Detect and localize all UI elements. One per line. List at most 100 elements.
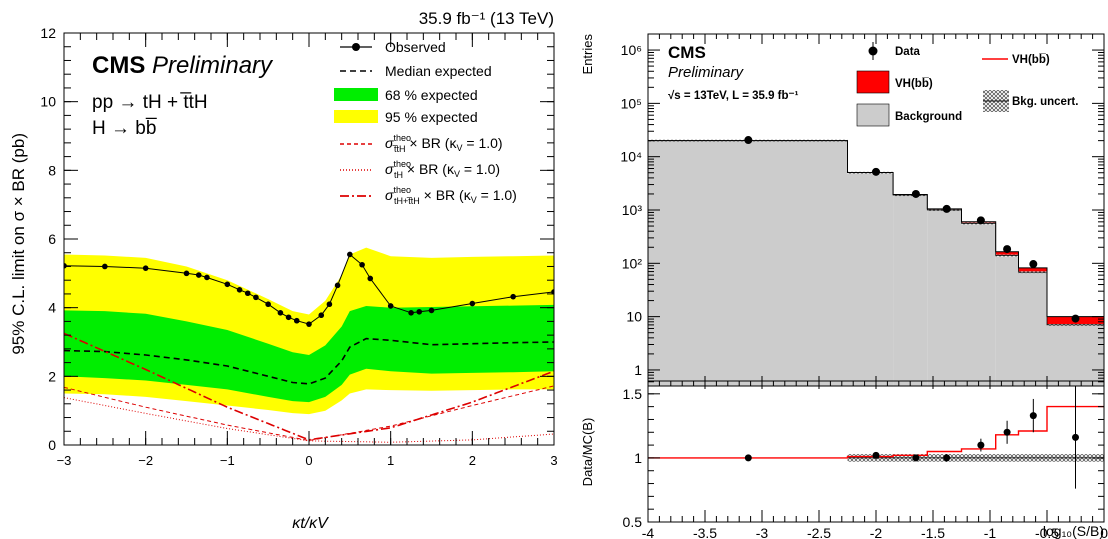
legend-68-swatch	[334, 88, 378, 101]
y-tick-label: 10³	[622, 202, 643, 218]
data-point	[976, 216, 985, 225]
legend-theory-label: σtheo t̅tH × BR (κV = 1.0)	[385, 133, 503, 154]
observed-point	[285, 314, 292, 321]
ratio-x-tick-label: -2	[870, 525, 883, 539]
y-tick-label: 10⁴	[620, 149, 642, 165]
y-tick-label: 6	[48, 231, 56, 247]
ratio-point	[912, 454, 920, 462]
main-plot-area	[648, 136, 1104, 386]
y-axis-title: Entries	[580, 34, 595, 75]
background-bar	[961, 223, 996, 386]
observed-point	[347, 251, 353, 258]
cms-status-text: Preliminary	[145, 52, 274, 79]
y-tick-label: 10	[40, 94, 56, 110]
cms-status: Preliminary	[668, 64, 745, 81]
legend-theory-sigma: σ	[385, 187, 394, 203]
legend-theory-sup: theo	[393, 185, 411, 195]
background-bar	[847, 172, 894, 386]
x-tick-label: 3	[550, 453, 557, 468]
x-tick-label: 0	[305, 453, 312, 468]
data-point	[911, 189, 920, 198]
ratio-x-tick-label: 0	[1100, 525, 1108, 539]
y-tick-label: 1	[634, 362, 642, 378]
observed-point	[408, 310, 414, 316]
observed-point	[326, 301, 333, 308]
legend: Data VH(bb̅) Background VH(bb̅) Bkg. uncert.	[856, 42, 1078, 127]
signal-bar	[995, 251, 1019, 256]
data-point	[744, 136, 753, 145]
ratio-x-tick-label: -1	[984, 525, 997, 539]
ratio-panel: 0.5 1 1.5 -4 -3.5 -3 -2.5 -2 -1.5 -1 -0.5 0 Data/MC(…	[580, 380, 1108, 539]
legend-signal-line-label: VH(bb̅)	[1012, 54, 1050, 66]
observed-point	[204, 274, 210, 281]
legend-95-swatch	[334, 110, 378, 123]
legend-theory-kv-sub: V	[456, 143, 462, 153]
y-axis-title: 95% C.L. limit on σ × BR (pb)	[9, 133, 28, 355]
legend-signal-label: VH(bb̅)	[895, 78, 933, 90]
x-tick-label: 1	[387, 453, 394, 468]
observed-point	[244, 290, 251, 297]
y-axis-title-text: 95% C.L. limit on σ × BR (pb)	[9, 133, 28, 355]
observed-point	[359, 261, 365, 268]
ratio-point	[1003, 428, 1011, 436]
ratio-x-tick-label: -1.5	[921, 525, 945, 539]
legend: Observed Median expected 68 % expected 95 %…	[334, 39, 517, 206]
ratio-point	[1029, 412, 1037, 420]
legend-theory-sigma: σ	[385, 161, 394, 177]
ratio-x-tick-label: -3.5	[693, 525, 717, 539]
observed-point	[277, 310, 284, 316]
legend-background-swatch	[856, 103, 890, 127]
legend-theory-sub: t̅tH	[392, 144, 405, 154]
ratio-frame	[647, 380, 1105, 523]
observed-point	[236, 287, 243, 293]
background-bar	[893, 195, 928, 386]
x-axis-title-text: κt/κV	[292, 515, 329, 532]
ratio-point	[872, 451, 880, 459]
ratio-x-tick-label: -3	[756, 525, 769, 539]
energy-lumi-label: √s = 13TeV, L = 35.9 fb⁻¹	[668, 89, 799, 102]
observed-point	[367, 275, 374, 282]
data-point	[872, 167, 880, 176]
x-axis-title: log₁₀(S/B)	[1043, 523, 1104, 539]
legend-theory-kv-sub: V	[471, 195, 477, 205]
x-tick-label: 2	[469, 453, 476, 468]
observed-point	[416, 308, 423, 315]
ratio-y-axis-title: Data/MC(B)	[580, 418, 595, 487]
legend-theory-sigma: σ	[385, 135, 394, 151]
cms-label-text: CMS	[92, 52, 145, 79]
legend-observed-marker	[352, 43, 360, 51]
background-bar	[995, 255, 1019, 386]
observed-point	[224, 281, 231, 288]
legend-data-label: Data	[895, 46, 921, 58]
theory-tth-line	[64, 385, 554, 442]
y-tick-label: 12	[40, 25, 56, 41]
observed-point	[102, 263, 108, 270]
observed-point	[183, 270, 190, 277]
legend-uncert-label: Bkg. uncert.	[1012, 96, 1078, 108]
background-bar	[927, 210, 962, 386]
y-tick-label: 10⁵	[621, 95, 642, 111]
observed-point	[428, 307, 435, 314]
cms-label: CMS	[668, 43, 706, 62]
legend-observed-label: Observed	[385, 39, 446, 55]
observed-point	[293, 317, 300, 324]
legend-theory-kv-val: = 1.0)	[460, 161, 500, 177]
y-tick-label: 0	[48, 437, 56, 453]
observed-point	[64, 262, 67, 269]
legend-68-label: 68 % expected	[385, 87, 478, 103]
ratio-point	[1072, 433, 1079, 441]
y-tick-label: 2	[48, 368, 56, 384]
legend-theory-label: σtheo tH × BR (κV = 1.0)	[385, 159, 500, 180]
legend-background-label: Background	[895, 111, 962, 123]
observed-point	[387, 303, 394, 309]
y-tick-label: 10	[626, 309, 642, 325]
y-tick-label: 4	[48, 300, 56, 316]
y-tick-label: 8	[48, 162, 56, 178]
ratio-x-tick-label: -4	[642, 525, 655, 539]
observed-point	[142, 265, 149, 271]
ratio-x-tick-label: -0.5	[1035, 525, 1059, 539]
